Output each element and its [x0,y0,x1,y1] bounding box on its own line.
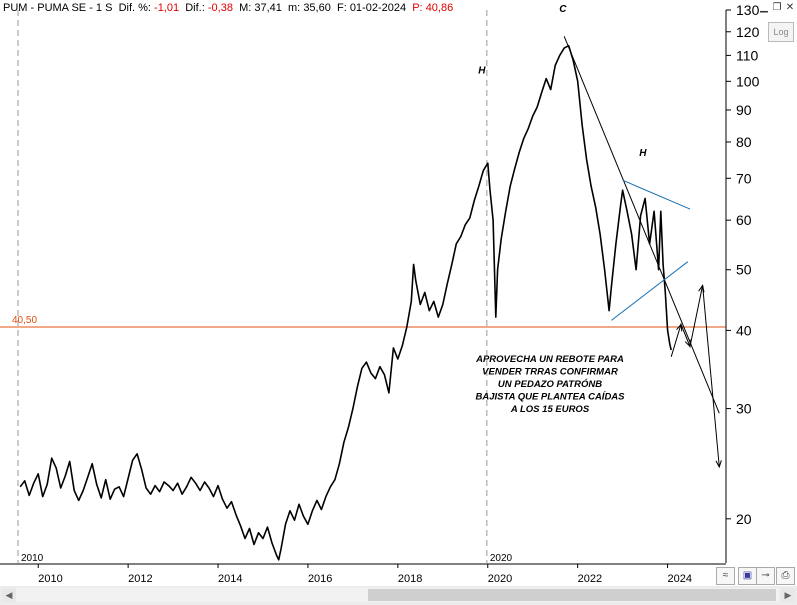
pin-icon[interactable]: ⊸ [756,567,775,585]
min-value: 35,60 [303,2,331,14]
trendline-2 [622,179,691,210]
close-icon[interactable]: ✕ [785,2,795,13]
period: 1 S [95,2,113,14]
x-tick-label: 2016 [308,573,332,585]
y-axis: 20 30 40 50 60 70 80 90 100 110 120 130 [725,2,760,563]
projection-arrowhead [684,339,691,348]
price-line [19,44,672,561]
y-tick-label: 120 [736,24,760,40]
trendlines [563,36,722,469]
scroll-left-icon[interactable]: ◀ [2,588,16,602]
note-line: A LOS 15 EUROS [510,404,590,415]
y-tick-label: 80 [736,134,752,150]
year-separator-label: 2010 [21,553,44,564]
annotations: C H H [478,4,647,159]
pattern-label: H [478,65,486,76]
save-icon[interactable]: ▣ [738,567,757,585]
horizontal-level: 40,50 [0,315,726,328]
dif-value: -0,38 [207,2,233,14]
note-line: BAJISTA QUE PLANTEA CAÍDAS [475,392,625,403]
trendline-3 [611,261,689,321]
x-tick-label: 2024 [668,573,692,585]
minimize-icon[interactable]: ▁ [760,2,768,13]
header-bar: PUM - PUMA SE - 1 S Dif. %: -1,01 Dif.: … [3,2,454,14]
dif-pct-value: -1,01 [154,2,180,14]
y-tick-label: 70 [736,170,752,186]
price-chart[interactable]: 2010 2020 40,50 C H H 20 30 40 50 60 70 80 90 100 11… [0,0,797,586]
projection-arrowhead [676,323,683,332]
y-tick-label: 90 [736,102,752,118]
print-icon[interactable]: ⎙ [776,567,795,585]
price-series [19,44,672,561]
price-label: P: [412,2,423,14]
note-line: APROVECHA UN REBOTE PARA [475,354,624,365]
x-axis: 2010 2012 2014 2016 2018 2020 2022 2024 [0,563,726,585]
max-label: M: [239,2,252,14]
pattern-label: C [559,4,567,15]
date-value: 01-02-2024 [349,2,407,14]
projection-arrowhead [698,284,705,293]
x-tick-label: 2010 [38,573,62,585]
level-label: 40,50 [12,315,37,326]
year-separator-label: 2020 [490,553,513,564]
scroll-right-icon[interactable]: ▶ [781,588,795,602]
x-tick-label: 2014 [218,573,242,585]
x-tick-label: 2012 [128,573,152,585]
x-tick-label: 2022 [578,573,602,585]
x-tick-label: 2018 [398,573,422,585]
restore-icon[interactable]: ❐ [772,2,782,13]
pattern-label: H [639,148,647,159]
y-tick-label: 20 [736,511,752,527]
scrollbar-thumb[interactable] [368,589,776,601]
date-label: F: [336,2,347,14]
chart-note: APROVECHA UN REBOTE PARA VENDER TRRAS CON… [475,354,625,415]
trendline-1 [563,36,720,414]
dif-pct-label: Dif. %: [118,2,151,14]
y-tick-label: 50 [736,262,752,278]
dif-label: Dif.: [185,2,205,14]
min-label: m: [288,2,301,14]
year-separators: 2010 2020 [17,10,513,564]
y-tick-label: 40 [736,322,752,338]
projection-arrowhead [715,460,722,469]
max-value: 37,41 [254,2,282,14]
note-line: UN PEDAZO PATRÓNB [498,378,602,390]
y-tick-label: 110 [736,47,759,63]
y-tick-label: 100 [736,73,760,89]
instrument-name: PUMA SE [37,2,87,14]
log-scale-button[interactable]: Log [768,22,794,42]
y-tick-label: 30 [736,401,752,417]
wave-icon[interactable]: ≈ [716,567,735,585]
symbol: PUM [3,2,28,14]
y-tick-label: 60 [736,212,752,228]
x-tick-label: 2020 [488,573,512,585]
y-tick-label: 130 [736,2,760,18]
note-line: VENDER TRRAS CONFIRMAR [482,367,618,378]
price-value: 40,86 [425,2,454,14]
